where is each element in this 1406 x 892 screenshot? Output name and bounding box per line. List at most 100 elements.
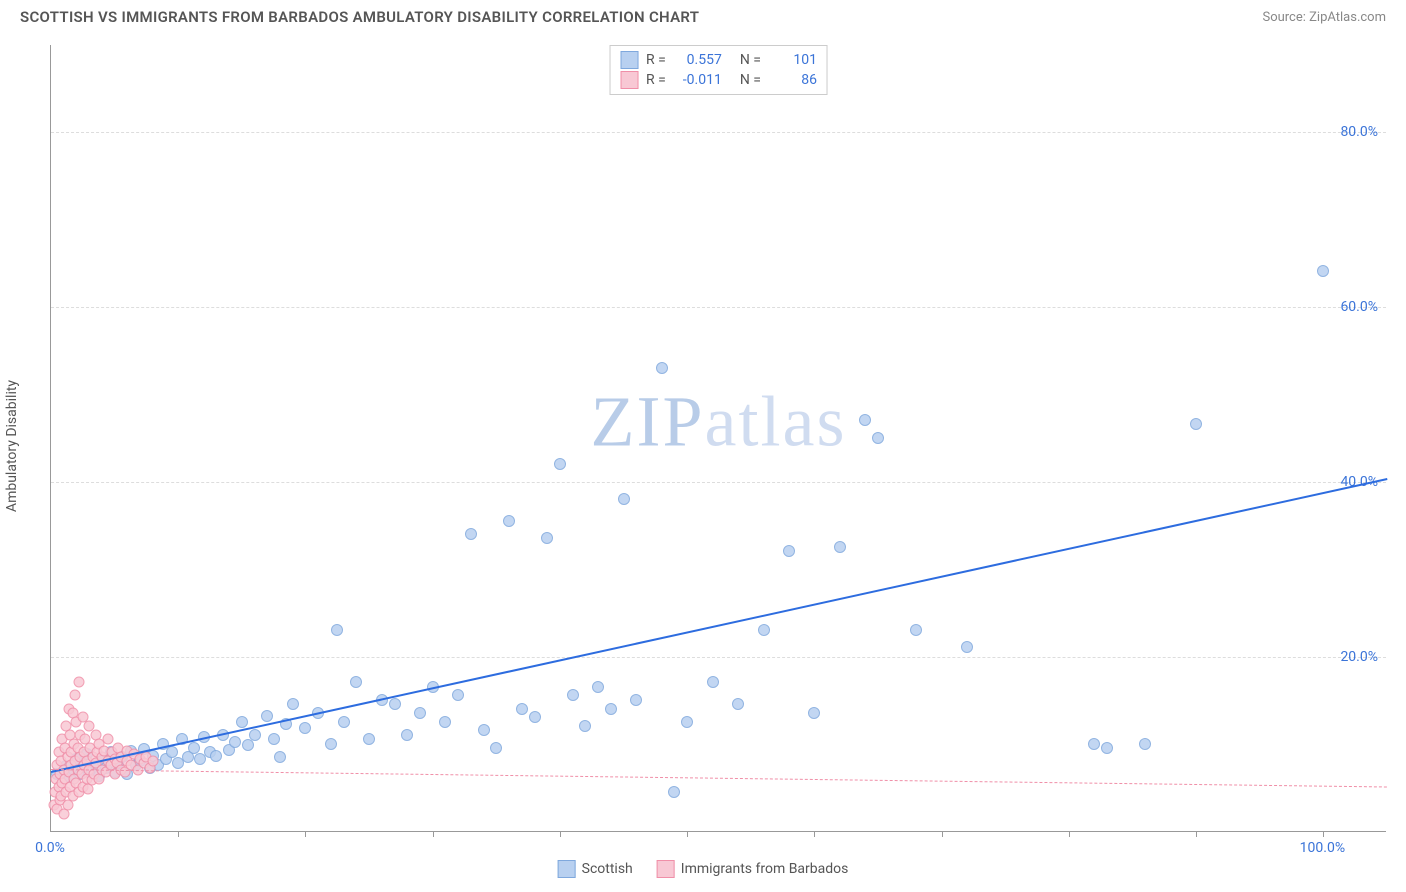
y-tick-label: 20.0%	[1340, 649, 1378, 665]
y-tick-label: 80.0%	[1340, 124, 1378, 140]
data-point	[579, 720, 591, 732]
data-point	[478, 724, 490, 736]
grid-line	[51, 132, 1386, 133]
x-tick	[687, 831, 688, 837]
data-point	[103, 734, 114, 745]
trend-line	[51, 769, 1387, 787]
stats-legend-box: R = 0.557 N = 101 R = -0.011 N = 86	[609, 45, 828, 95]
chart-plot-area: ZIPatlas R = 0.557 N = 101 R = -0.011 N = 86 20…	[50, 45, 1386, 832]
data-point	[630, 694, 642, 706]
data-point	[656, 362, 668, 374]
data-point	[350, 676, 362, 688]
data-point	[1139, 738, 1151, 750]
data-point	[439, 716, 451, 728]
x-tick	[433, 831, 434, 837]
r-value: -0.011	[674, 72, 722, 88]
data-point	[681, 716, 693, 728]
data-point	[229, 736, 241, 748]
r-label: R =	[646, 72, 666, 88]
data-point	[1088, 738, 1100, 750]
data-point	[73, 677, 84, 688]
grid-line	[51, 482, 1386, 483]
grid-line	[51, 657, 1386, 658]
legend-item: Scottish	[558, 860, 633, 878]
stats-row: R = 0.557 N = 101	[620, 50, 817, 70]
data-point	[758, 624, 770, 636]
grid-line	[51, 307, 1386, 308]
data-point	[299, 722, 311, 734]
data-point	[592, 681, 604, 693]
trend-line	[51, 478, 1387, 773]
data-point	[274, 751, 286, 763]
x-tick	[1069, 831, 1070, 837]
data-point	[529, 711, 541, 723]
swatch-icon	[620, 71, 638, 89]
x-tick-label: 100.0%	[1300, 840, 1345, 856]
data-point	[389, 698, 401, 710]
data-point	[554, 458, 566, 470]
data-point	[147, 756, 158, 767]
data-point	[859, 414, 871, 426]
y-tick-label: 60.0%	[1340, 299, 1378, 315]
data-point	[236, 716, 248, 728]
data-point	[516, 703, 528, 715]
data-point	[331, 624, 343, 636]
data-point	[414, 707, 426, 719]
data-point	[261, 710, 273, 722]
data-point	[707, 676, 719, 688]
data-point	[452, 689, 464, 701]
data-point	[668, 786, 680, 798]
stats-row: R = -0.011 N = 86	[620, 70, 817, 90]
data-point	[268, 733, 280, 745]
data-point	[490, 742, 502, 754]
swatch-icon	[657, 860, 675, 878]
n-value: 101	[769, 52, 817, 68]
data-point	[338, 716, 350, 728]
data-point	[210, 750, 222, 762]
data-point	[242, 739, 254, 751]
x-tick	[814, 831, 815, 837]
r-value: 0.557	[674, 52, 722, 68]
data-point	[783, 545, 795, 557]
data-point	[1190, 418, 1202, 430]
data-point	[1317, 265, 1329, 277]
data-point	[618, 493, 630, 505]
data-point	[1101, 742, 1113, 754]
data-point	[732, 698, 744, 710]
data-point	[249, 729, 261, 741]
r-label: R =	[646, 52, 666, 68]
n-label: N =	[740, 52, 761, 68]
legend-item: Immigrants from Barbados	[657, 860, 849, 878]
data-point	[961, 641, 973, 653]
data-point	[567, 689, 579, 701]
legend-label: Immigrants from Barbados	[681, 861, 849, 877]
n-value: 86	[769, 72, 817, 88]
data-point	[541, 532, 553, 544]
data-point	[605, 703, 617, 715]
data-point	[910, 624, 922, 636]
data-point	[325, 738, 337, 750]
data-point	[188, 742, 200, 754]
data-point	[503, 515, 515, 527]
x-tick	[305, 831, 306, 837]
data-point	[287, 698, 299, 710]
x-tick	[942, 831, 943, 837]
x-tick	[1323, 831, 1324, 837]
n-label: N =	[740, 72, 761, 88]
watermark: ZIPatlas	[591, 381, 847, 464]
data-point	[401, 729, 413, 741]
swatch-icon	[558, 860, 576, 878]
x-tick	[178, 831, 179, 837]
x-tick	[560, 831, 561, 837]
legend-label: Scottish	[582, 861, 633, 877]
x-tick	[1196, 831, 1197, 837]
series-legend: Scottish Immigrants from Barbados	[558, 860, 849, 878]
source-label: Source: ZipAtlas.com	[1262, 10, 1386, 25]
data-point	[70, 690, 81, 701]
data-point	[872, 432, 884, 444]
swatch-icon	[620, 51, 638, 69]
data-point	[363, 733, 375, 745]
data-point	[808, 707, 820, 719]
chart-title: SCOTTISH VS IMMIGRANTS FROM BARBADOS AMB…	[20, 8, 699, 26]
data-point	[465, 528, 477, 540]
